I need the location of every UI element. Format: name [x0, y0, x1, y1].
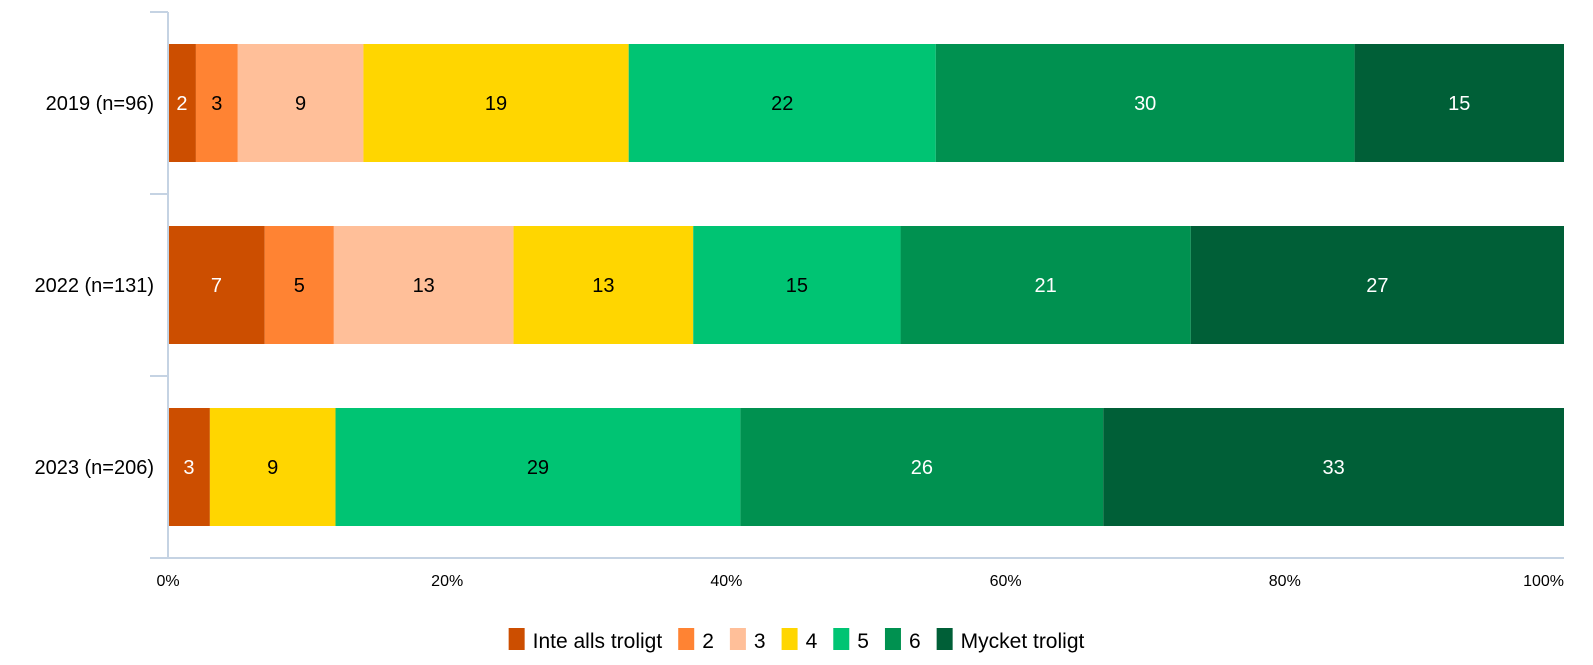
- data-label: 27: [1366, 275, 1388, 297]
- data-label: 22: [771, 93, 793, 115]
- legend-label: 5: [857, 630, 869, 653]
- bar-segment: [195, 44, 238, 162]
- axes-group: 2019 (n=96) 2022 (n=131) 2023 (n=206) 0% 20%…: [34, 11, 1564, 590]
- legend-swatch: [936, 628, 953, 650]
- legend: Inte alls troligt 2 3 4 5 6 Mycket troligt: [508, 628, 1085, 653]
- bar-segment: [333, 226, 514, 344]
- bar-segment: [168, 226, 265, 344]
- bar-segment: [209, 408, 336, 526]
- legend-swatch: [729, 628, 746, 650]
- bar-segment: [1190, 226, 1564, 344]
- data-label: 3: [183, 457, 194, 479]
- data-label: 15: [1448, 93, 1470, 115]
- legend-swatch: [781, 628, 798, 650]
- bar-segment: [363, 44, 629, 162]
- bar-segment: [628, 44, 936, 162]
- legend-swatch: [833, 628, 850, 650]
- category-label: 2022 (n=131): [34, 275, 154, 297]
- bar-segment: [1103, 408, 1564, 526]
- data-label: 29: [527, 457, 549, 479]
- data-label: 3: [211, 93, 222, 115]
- data-label: 5: [294, 275, 305, 297]
- data-label: 30: [1134, 93, 1156, 115]
- data-label: 9: [295, 93, 306, 115]
- bar-segment: [513, 226, 694, 344]
- data-label: 13: [413, 275, 435, 297]
- data-label: 2: [176, 93, 187, 115]
- bar-segment: [900, 226, 1191, 344]
- data-label: 15: [786, 275, 808, 297]
- bar-segment: [335, 408, 741, 526]
- bar-segment: [168, 44, 196, 162]
- legend-swatch: [678, 628, 695, 650]
- x-tick-label: 40%: [710, 573, 742, 590]
- data-label: 33: [1323, 457, 1345, 479]
- legend-swatch: [884, 628, 901, 650]
- bar-segment: [740, 408, 1104, 526]
- x-tick-label: 80%: [1269, 573, 1301, 590]
- legend-swatch: [508, 628, 525, 650]
- legend-label: 6: [909, 630, 921, 653]
- data-label: 7: [211, 275, 222, 297]
- legend-label: Inte alls troligt: [533, 630, 663, 653]
- legend-label: 3: [754, 630, 766, 653]
- bar-segment: [237, 44, 364, 162]
- legend-label: 4: [806, 630, 818, 653]
- data-label: 21: [1035, 275, 1057, 297]
- bar-segment: [168, 408, 210, 526]
- x-tick-label: 60%: [990, 573, 1022, 590]
- data-label: 26: [911, 457, 933, 479]
- bars-group: 2 3 9 19 22 30 15 7 5 13 13 15 21 27 3 9 29 26 33: [168, 44, 1564, 526]
- bar-segment: [1354, 44, 1564, 162]
- bar-segment: [693, 226, 901, 344]
- category-label: 2019 (n=96): [46, 93, 154, 115]
- legend-label: 2: [702, 630, 714, 653]
- data-label: 9: [267, 457, 278, 479]
- x-tick-label: 100%: [1523, 573, 1564, 590]
- x-tick-label: 20%: [431, 573, 463, 590]
- bar-segment: [935, 44, 1355, 162]
- data-label: 13: [592, 275, 614, 297]
- legend-label: Mycket troligt: [961, 630, 1085, 653]
- data-label: 19: [485, 93, 507, 115]
- x-tick-label: 0%: [156, 573, 179, 590]
- bar-segment: [264, 226, 334, 344]
- category-label: 2023 (n=206): [34, 457, 154, 479]
